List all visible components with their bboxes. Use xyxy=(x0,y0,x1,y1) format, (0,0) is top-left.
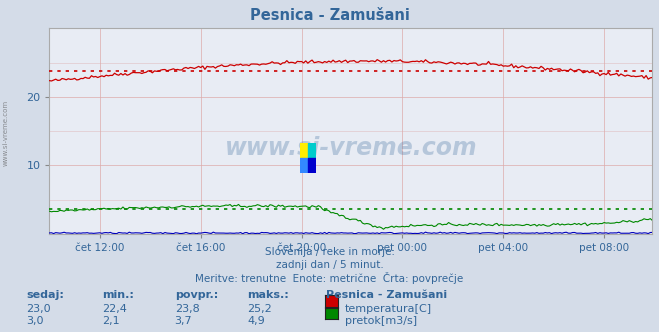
Bar xyxy=(308,143,316,158)
Text: www.si-vreme.com: www.si-vreme.com xyxy=(225,135,477,160)
Text: 3,0: 3,0 xyxy=(26,316,44,326)
Bar xyxy=(308,158,316,173)
Text: maks.:: maks.: xyxy=(247,290,289,300)
Text: temperatura[C]: temperatura[C] xyxy=(345,304,432,314)
Text: 22,4: 22,4 xyxy=(102,304,127,314)
Text: Meritve: trenutne  Enote: metrične  Črta: povprečje: Meritve: trenutne Enote: metrične Črta: … xyxy=(195,272,464,284)
Text: 2,1: 2,1 xyxy=(102,316,120,326)
Text: 4,9: 4,9 xyxy=(247,316,265,326)
Text: pretok[m3/s]: pretok[m3/s] xyxy=(345,316,416,326)
Text: povpr.:: povpr.: xyxy=(175,290,218,300)
Bar xyxy=(300,158,308,173)
Text: sedaj:: sedaj: xyxy=(26,290,64,300)
Bar xyxy=(300,143,308,158)
Text: 23,0: 23,0 xyxy=(26,304,51,314)
Text: Slovenija / reke in morje.: Slovenija / reke in morje. xyxy=(264,247,395,257)
Text: Pesnica - Zamušani: Pesnica - Zamušani xyxy=(326,290,447,300)
Text: zadnji dan / 5 minut.: zadnji dan / 5 minut. xyxy=(275,260,384,270)
Text: min.:: min.: xyxy=(102,290,134,300)
Text: Pesnica - Zamušani: Pesnica - Zamušani xyxy=(250,8,409,23)
Text: 25,2: 25,2 xyxy=(247,304,272,314)
Text: www.si-vreme.com: www.si-vreme.com xyxy=(2,100,9,166)
Text: 3,7: 3,7 xyxy=(175,316,192,326)
Text: 23,8: 23,8 xyxy=(175,304,200,314)
